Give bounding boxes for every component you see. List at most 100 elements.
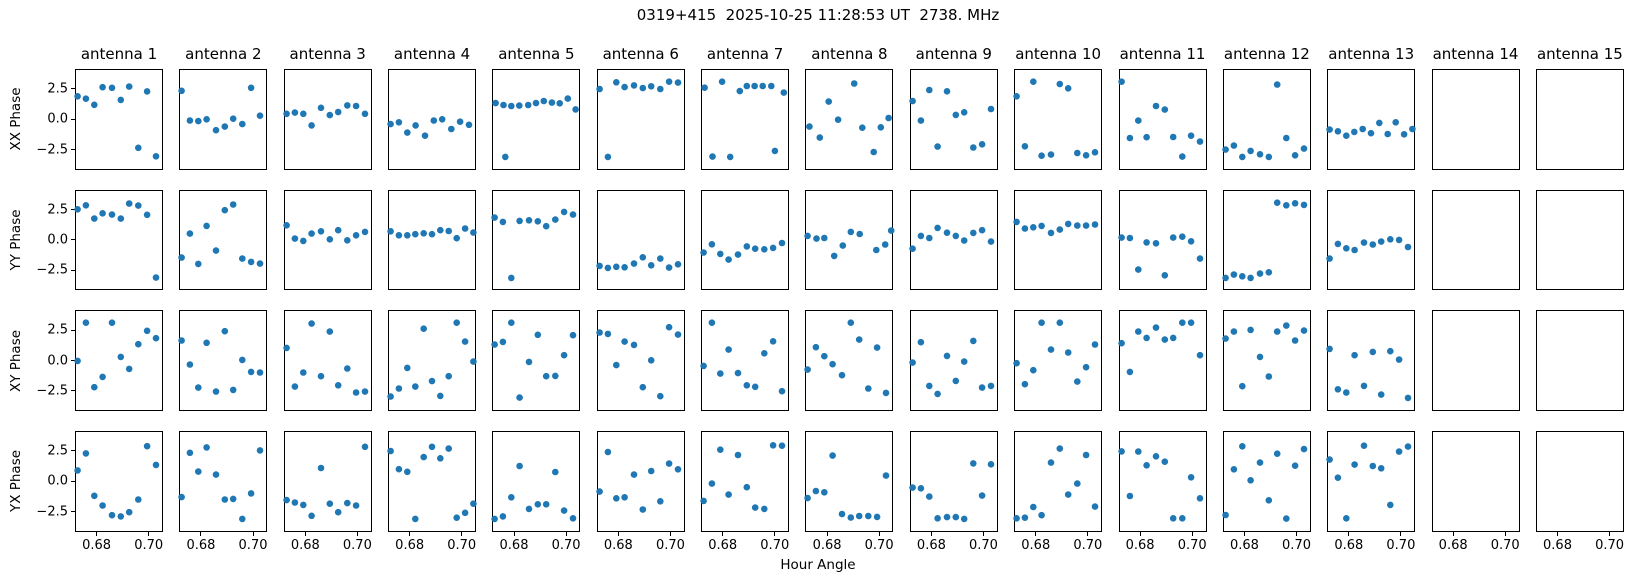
data-point	[1013, 218, 1021, 225]
data-point	[334, 226, 342, 234]
x-tick-mark	[409, 531, 411, 536]
data-point	[282, 496, 290, 504]
x-tick-mark	[774, 531, 776, 536]
data-point	[1056, 80, 1064, 88]
data-point	[751, 82, 758, 90]
data-point	[1369, 348, 1377, 356]
data-point	[751, 245, 759, 252]
y-axis-label-xy-phase: XY Phase	[8, 329, 24, 392]
data-point	[851, 80, 858, 87]
scatter-points	[1326, 235, 1412, 262]
scatter-points	[1222, 81, 1308, 161]
data-point	[701, 84, 708, 91]
subplot-antenna-6-yy-phase	[596, 189, 685, 291]
subplot-antenna-5-yx-phase	[491, 430, 581, 532]
data-point	[761, 505, 768, 513]
subplot-antenna-4-xx-phase	[387, 69, 477, 170]
data-point	[1395, 356, 1403, 364]
data-point	[500, 101, 508, 109]
scatter-points	[282, 320, 368, 397]
data-point	[1387, 501, 1394, 509]
data-point	[152, 461, 160, 469]
data-point	[317, 373, 324, 380]
data-point	[461, 338, 469, 346]
data-point	[630, 471, 638, 478]
data-point	[143, 88, 151, 95]
data-point	[1378, 237, 1385, 245]
data-point	[700, 248, 707, 256]
data-point	[117, 214, 125, 222]
x-tick-label: 0.68	[1543, 537, 1572, 553]
data-point	[969, 144, 977, 151]
data-point	[882, 240, 889, 248]
x-tick-label: 0.68	[1125, 537, 1155, 553]
data-point	[74, 205, 81, 213]
data-point	[299, 369, 307, 377]
data-point	[186, 449, 194, 457]
data-point	[1300, 145, 1308, 152]
data-point	[404, 364, 411, 372]
data-point	[1351, 352, 1359, 359]
data-point	[508, 274, 515, 281]
data-point	[186, 117, 194, 124]
data-point	[420, 325, 428, 333]
data-point	[213, 246, 220, 254]
data-point	[453, 514, 461, 521]
data-point	[1134, 265, 1142, 273]
x-tick-label: 0.70	[968, 537, 998, 553]
x-tick-mark	[513, 531, 515, 536]
data-point	[877, 124, 885, 131]
y-tick-mark	[71, 149, 75, 151]
data-point	[804, 232, 812, 239]
data-point	[717, 250, 724, 257]
data-point	[934, 390, 941, 398]
subplot-antenna-1-yx-phase	[74, 430, 163, 532]
subplot-antenna-2-yx-phase	[178, 430, 268, 532]
data-point	[99, 209, 106, 217]
data-point	[825, 98, 833, 105]
x-tick-label: 0.68	[1438, 537, 1468, 553]
data-point	[1409, 125, 1416, 133]
data-point	[621, 263, 628, 271]
data-point	[1256, 269, 1264, 277]
data-point	[1021, 143, 1029, 150]
scatter-points	[804, 226, 895, 259]
data-point	[1230, 270, 1238, 278]
subplot-antenna-3-yx-phase	[282, 430, 372, 532]
x-tick-mark	[722, 531, 724, 536]
data-point	[934, 224, 941, 231]
data-point	[1013, 514, 1021, 522]
data-point	[516, 394, 524, 402]
data-point	[1378, 464, 1385, 472]
x-tick-mark	[1139, 531, 1141, 536]
data-point	[1196, 352, 1203, 359]
data-point	[534, 331, 542, 339]
x-tick-mark	[878, 531, 880, 536]
data-point	[1187, 319, 1194, 327]
scatter-points	[596, 253, 682, 271]
subplot-antenna-10-xy-phase	[1013, 310, 1103, 411]
data-point	[604, 448, 611, 456]
data-point	[847, 228, 855, 235]
data-point	[943, 88, 951, 95]
data-point	[596, 85, 603, 93]
data-point	[708, 319, 716, 327]
data-point	[230, 200, 237, 208]
y-tick-mark	[71, 239, 75, 241]
subplot-antenna-8-xy-phase	[804, 310, 894, 411]
data-point	[291, 109, 298, 116]
data-point	[674, 331, 682, 339]
data-point	[282, 110, 290, 118]
x-tick-label: 0.70	[760, 537, 790, 553]
data-point	[1247, 274, 1254, 281]
data-point	[543, 373, 550, 380]
data-point	[847, 319, 855, 327]
subplot-antenna-2-xx-phase	[178, 69, 268, 170]
data-point	[534, 217, 542, 225]
data-point	[404, 468, 411, 476]
subplot-antenna-5-yy-phase	[491, 189, 581, 291]
data-point	[630, 259, 638, 267]
data-point	[1169, 133, 1176, 141]
data-point	[203, 222, 211, 229]
data-point	[987, 105, 995, 113]
